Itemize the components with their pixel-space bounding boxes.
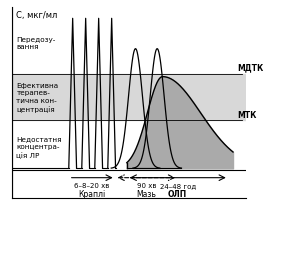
Text: ОЛП: ОЛП (168, 189, 188, 198)
Text: Мазь: Мазь (136, 189, 156, 198)
Text: МТК: МТК (237, 111, 257, 120)
Bar (12, 74, 246, 121)
Text: С, мкг/мл: С, мкг/мл (16, 11, 58, 20)
Text: 90 хв: 90 хв (136, 183, 156, 189)
Text: Недостатня
концентра-
ція ЛР: Недостатня концентра- ція ЛР (16, 136, 62, 158)
Text: МДТК: МДТК (237, 63, 264, 72)
Text: Передозу-
вання: Передозу- вання (16, 37, 56, 50)
Text: Краплі: Краплі (79, 189, 106, 198)
Text: 6–8–20 хв: 6–8–20 хв (74, 183, 110, 189)
Text: 24–48 год: 24–48 год (160, 183, 196, 189)
Text: Ефективна
терапев-
тична кон-
центрація: Ефективна терапев- тична кон- центрація (16, 83, 58, 112)
